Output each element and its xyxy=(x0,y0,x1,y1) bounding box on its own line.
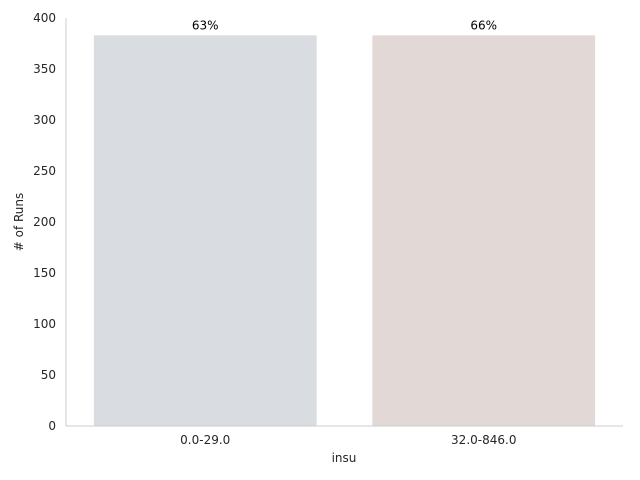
bar xyxy=(372,35,596,427)
y-tick-label: 50 xyxy=(41,368,56,382)
bar-data-label: 63% xyxy=(192,18,219,32)
y-tick-label: 400 xyxy=(33,11,56,25)
bar-data-label: 66% xyxy=(470,18,497,32)
x-tick-label: 0.0-29.0 xyxy=(180,433,230,447)
y-tick-label: 250 xyxy=(33,164,56,178)
bars xyxy=(93,35,596,427)
y-tick-label: 100 xyxy=(33,317,56,331)
bar xyxy=(93,35,317,427)
bar-data-labels: 63% 66% xyxy=(192,18,497,32)
y-axis-ticks: 0 50 100 150 200 250 300 350 400 xyxy=(33,11,56,433)
y-tick-label: 150 xyxy=(33,266,56,280)
x-tick-label: 32.0-846.0 xyxy=(451,433,516,447)
y-tick-label: 350 xyxy=(33,62,56,76)
x-axis-ticks: 0.0-29.0 32.0-846.0 xyxy=(180,433,516,447)
y-tick-label: 0 xyxy=(48,419,56,433)
y-axis-label: # of Runs xyxy=(12,193,26,252)
y-tick-label: 200 xyxy=(33,215,56,229)
y-tick-label: 300 xyxy=(33,113,56,127)
x-axis-label: insu xyxy=(332,451,357,465)
